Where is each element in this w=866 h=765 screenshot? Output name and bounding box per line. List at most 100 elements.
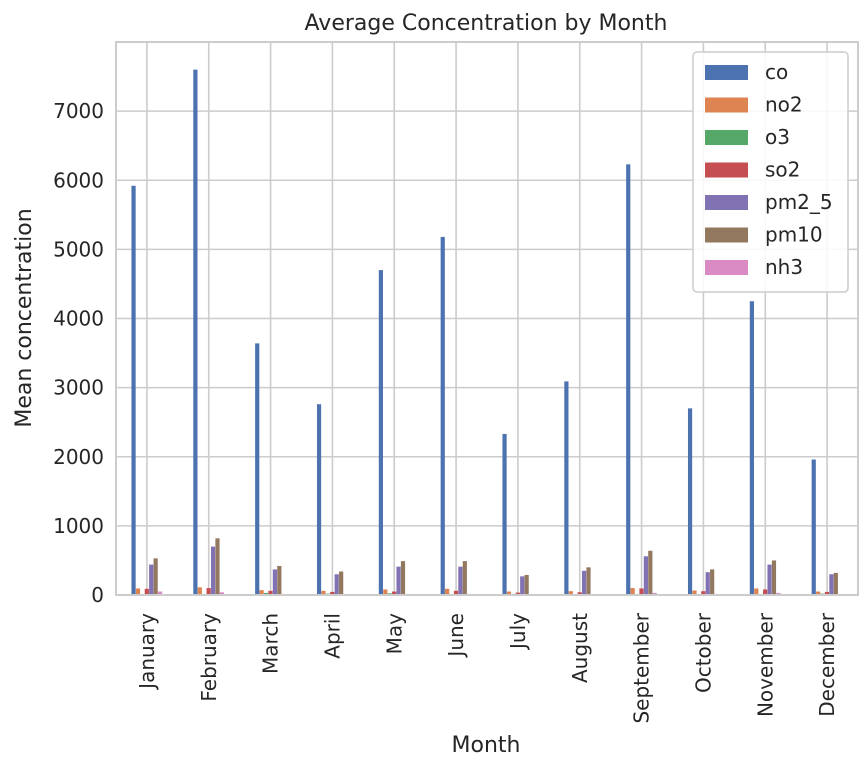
bar-no2-july	[506, 591, 512, 595]
bar-co-december	[811, 459, 816, 595]
bar-pm2_5-july	[520, 576, 525, 595]
x-tick-label-september: September	[630, 612, 654, 723]
bar-pm2_5-august	[581, 570, 587, 595]
y-tick-label: 1000	[53, 514, 104, 538]
legend-label-co: co	[765, 60, 788, 84]
bar-so2-april	[330, 591, 335, 595]
bar-nh3-january	[157, 591, 163, 595]
bar-pm2_5-november	[767, 564, 772, 595]
bar-nh3-november	[776, 592, 781, 595]
legend-swatch-co	[705, 65, 748, 80]
bar-pm10-december	[833, 572, 838, 595]
x-tick-label-april: April	[320, 613, 344, 659]
bar-pm2_5-october	[705, 572, 710, 595]
bar-pm2_5-march	[272, 569, 277, 595]
bar-pm10-may	[400, 561, 406, 595]
grid-lines	[116, 42, 858, 596]
y-tick-label: 4000	[53, 307, 104, 331]
bar-pm10-october	[710, 569, 715, 595]
bar-co-march	[255, 343, 260, 595]
y-tick-label: 2000	[53, 445, 104, 469]
bar-so2-september	[639, 588, 644, 595]
legend-swatch-pm2_5	[705, 195, 748, 210]
bar-so2-june	[453, 590, 459, 595]
bar-no2-october	[692, 590, 697, 595]
x-tick-label-july: July	[506, 613, 530, 651]
bar-no2-november	[754, 588, 759, 595]
bar-co-november	[749, 301, 754, 595]
bar-pm2_5-january	[149, 564, 154, 595]
y-axis-label: Mean concentration	[12, 208, 37, 427]
bar-pm2_5-september	[643, 556, 648, 595]
bar-co-august	[564, 381, 569, 595]
x-tick-label-february: February	[197, 613, 221, 702]
legend-label-o3: o3	[765, 125, 790, 149]
legend-swatch-so2	[705, 162, 748, 178]
bar-co-july	[502, 433, 507, 595]
bar-pm10-june	[462, 561, 467, 595]
x-tick-label-november: November	[753, 612, 777, 717]
x-tick-label-may: May	[382, 613, 406, 655]
x-tick-label-june: June	[444, 613, 468, 659]
bar-pm2_5-may	[396, 566, 401, 595]
bar-no2-january	[135, 588, 141, 595]
bar-pm10-august	[586, 567, 591, 595]
bar-no2-december	[816, 591, 821, 595]
bar-no2-march	[259, 590, 264, 595]
bars-group	[131, 69, 843, 595]
bar-co-april	[316, 404, 322, 595]
bar-so2-november	[763, 589, 768, 595]
plot-frame	[115, 41, 859, 596]
bar-so2-july	[515, 592, 520, 595]
legend-label-no2: no2	[765, 93, 803, 117]
legend-swatch-nh3	[705, 260, 748, 275]
bar-so2-may	[392, 591, 397, 595]
bar-pm10-march	[277, 565, 282, 595]
bar-pm2_5-december	[829, 574, 834, 595]
bar-pm10-january	[153, 558, 158, 595]
legend-label-pm2_5: pm2_5	[765, 190, 833, 214]
legend-swatch-no2	[705, 97, 748, 113]
bar-co-february	[193, 69, 198, 595]
y-tick-label: 0	[91, 583, 104, 607]
legend: co no2 o3 so2 pm2_5 pm10 nh3	[692, 51, 849, 293]
y-tick-label: 5000	[53, 237, 104, 261]
bar-so2-december	[824, 591, 830, 595]
bar-no2-may	[383, 589, 388, 595]
bar-pm2_5-february	[210, 546, 216, 595]
legend-swatch-o3	[705, 130, 748, 145]
bar-co-january	[131, 185, 136, 595]
x-axis-label: Month	[452, 733, 521, 758]
x-tick-label-december: December	[815, 612, 839, 716]
x-tick-label-october: October	[691, 612, 715, 693]
y-tick-label: 7000	[53, 99, 104, 123]
bar-co-june	[440, 236, 445, 595]
bar-no2-september	[630, 588, 635, 595]
bar-pm10-september	[648, 550, 653, 595]
bar-no2-february	[197, 587, 202, 595]
bar-so2-january	[144, 588, 149, 595]
y-tick-label: 6000	[53, 168, 104, 192]
bar-pm10-february	[215, 538, 220, 595]
chart-title: Average Concentration by Month	[305, 11, 668, 36]
bar-co-october	[687, 408, 693, 595]
y-tick-labels: 0 1000 2000 3000 4000 5000 6000 7000	[53, 99, 104, 607]
bar-co-may	[378, 270, 383, 595]
bar-no2-august	[568, 591, 573, 595]
legend-swatch-pm10	[705, 227, 748, 243]
bar-so2-august	[577, 592, 582, 595]
legend-label-pm10: pm10	[765, 223, 823, 247]
legend-label-so2: so2	[765, 158, 800, 182]
bar-nh3-february	[219, 592, 224, 595]
bar-o3-march	[263, 592, 269, 595]
x-tick-labels: January February March April May June July Augu…	[135, 612, 839, 723]
legend-label-nh3: nh3	[765, 255, 803, 279]
bar-so2-october	[701, 591, 706, 595]
x-tick-label-january: January	[135, 613, 159, 691]
bar-co-september	[626, 164, 631, 595]
bar-pm2_5-april	[334, 574, 339, 595]
bar-pm10-july	[524, 574, 529, 595]
bar-no2-june	[445, 588, 450, 595]
bar-so2-march	[268, 590, 273, 595]
